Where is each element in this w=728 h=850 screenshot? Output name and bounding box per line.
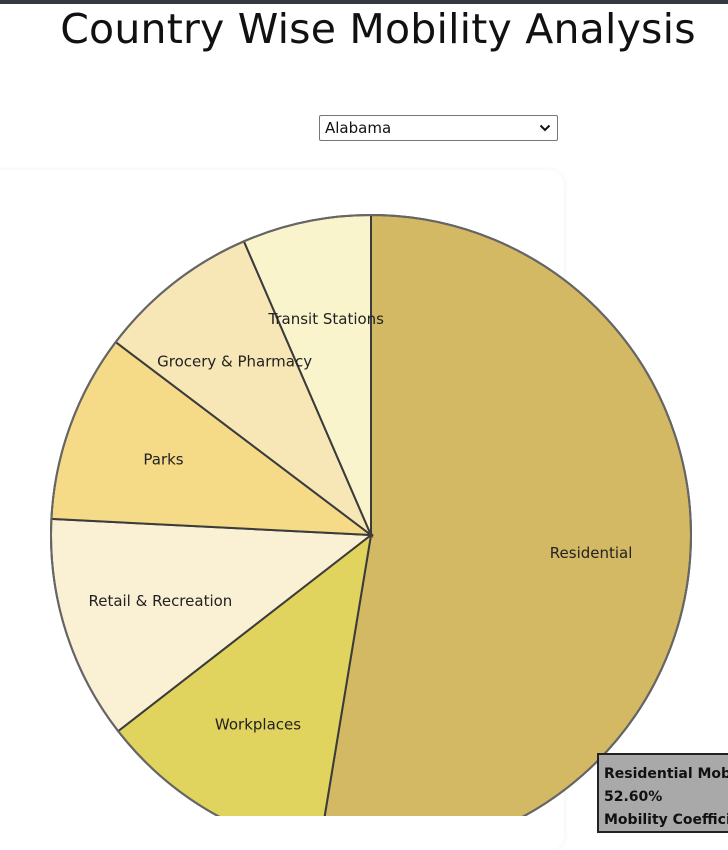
slice-label-parks: Parks	[143, 451, 183, 469]
slice-label-retail-and-recreation: Retail & Recreation	[88, 592, 232, 610]
chevron-down-icon	[539, 124, 551, 132]
tooltip-value: 52.60%	[604, 789, 663, 805]
slice-label-residential: Residential	[550, 544, 633, 562]
state-select[interactable]: Alabama	[319, 115, 558, 141]
pie-outline	[50, 214, 692, 816]
slice-label-workplaces: Workplaces	[215, 716, 301, 734]
tooltip-coefficient-label: Mobility Coefficient	[604, 812, 728, 828]
tooltip-title: Residential Mobility	[604, 766, 728, 782]
slice-label-transit-stations: Transit Stations	[267, 310, 384, 328]
state-select-value: Alabama	[325, 119, 392, 137]
pie-chart: Residential Workplaces Retail & Recreation…	[50, 213, 692, 816]
top-bar	[0, 0, 728, 4]
slice-label-grocery-and-pharmacy: Grocery & Pharmacy	[157, 352, 312, 370]
pie-slice-residential[interactable]	[319, 213, 692, 816]
page-title: Country Wise Mobility Analysis	[60, 5, 696, 53]
slice-tooltip: Residential Mobility 52.60% Mobility Coe…	[597, 753, 728, 833]
